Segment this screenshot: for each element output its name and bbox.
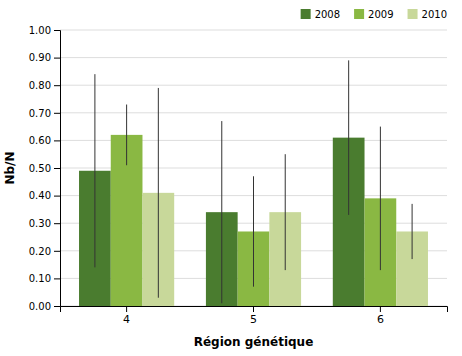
y-tick-label: 1.00: [29, 25, 51, 36]
y-tick-mark: [54, 85, 60, 86]
chart: 0.00 0.10 0.20 0.30 0.40 0.50 0.60 0.70 0.80 0.90…: [0, 0, 462, 356]
y-tick-mark: [54, 58, 60, 59]
y-tick-mark: [54, 113, 60, 114]
y-tick-mark: [54, 278, 60, 279]
y-axis: 0.00 0.10 0.20 0.30 0.40 0.50 0.60 0.70 0.80 0.90…: [29, 25, 61, 312]
y-tick: 0.30: [29, 218, 60, 229]
y-tick: 0.20: [29, 246, 60, 257]
legend-item: 2009: [354, 9, 393, 20]
grid-line: [60, 30, 447, 31]
y-axis-title: Nb/N: [3, 151, 17, 184]
y-tick-label: 0.80: [29, 80, 51, 91]
error-bar: [253, 176, 254, 286]
y-tick: 1.00: [29, 25, 60, 36]
grid-line: [60, 85, 447, 86]
error-bar: [221, 121, 222, 303]
y-tick-mark: [54, 251, 60, 252]
y-tick-mark: [54, 168, 60, 169]
error-bar: [158, 88, 159, 298]
grid-line: [60, 57, 447, 58]
y-tick-label: 0.50: [29, 163, 51, 174]
x-tick-mark: [380, 306, 381, 312]
x-tick-label: 4: [123, 313, 130, 326]
legend-swatch: [408, 9, 418, 19]
legend-swatch: [354, 9, 364, 19]
plot: 0.00 0.10 0.20 0.30 0.40 0.50 0.60 0.70 0.80 0.90…: [29, 25, 448, 326]
series: [111, 105, 396, 306]
marks: [79, 60, 428, 306]
legend-item: 2008: [301, 9, 340, 20]
y-tick-mark: [54, 306, 60, 307]
legend-label: 2008: [315, 9, 340, 20]
error-bar: [94, 74, 95, 267]
y-tick-label: 0.00: [29, 301, 51, 312]
x-tick-label: 6: [377, 313, 384, 326]
error-bar: [348, 60, 349, 215]
error-bar: [285, 154, 286, 270]
y-tick-mark: [54, 140, 60, 141]
y-tick-mark: [54, 30, 60, 31]
y-tick: 0.90: [29, 52, 60, 63]
legend: 2008 2009 2010: [301, 9, 447, 20]
error-bar: [380, 127, 381, 271]
y-axis-line: [54, 31, 61, 307]
y-tick: 0.70: [29, 108, 60, 119]
error-bar: [126, 105, 127, 166]
x-axis: 4 5 6: [61, 306, 448, 326]
series: [142, 88, 427, 306]
y-tick: 0.80: [29, 80, 60, 91]
x-tick: 4: [123, 306, 130, 326]
y-tick-label: 0.90: [29, 52, 51, 63]
legend-item: 2010: [408, 9, 447, 20]
y-tick-mark: [54, 223, 60, 224]
grid-line: [60, 112, 447, 113]
x-axis-title: Région génétique: [194, 335, 314, 349]
y-tick-label: 0.10: [29, 273, 51, 284]
y-tick-label: 0.20: [29, 246, 51, 257]
x-tick-mark: [253, 306, 254, 312]
y-tick-label: 0.70: [29, 108, 51, 119]
x-tick-label: 5: [250, 313, 257, 326]
legend-label: 2010: [422, 9, 447, 20]
y-tick-label: 0.30: [29, 218, 51, 229]
y-tick: 0.00: [29, 301, 60, 312]
y-tick: 0.40: [29, 190, 60, 201]
series: [79, 60, 364, 306]
y-tick-label: 0.60: [29, 135, 51, 146]
error-bar: [412, 204, 413, 259]
y-tick-mark: [54, 196, 60, 197]
x-tick: 6: [377, 306, 384, 326]
legend-label: 2009: [368, 9, 393, 20]
legend-swatch: [301, 9, 311, 19]
y-tick: 0.50: [29, 163, 60, 174]
y-tick: 0.10: [29, 273, 60, 284]
y-tick-label: 0.40: [29, 190, 51, 201]
x-tick: 5: [250, 306, 257, 326]
x-axis-line: [61, 307, 448, 313]
grid: [60, 30, 447, 306]
x-tick-mark: [126, 306, 127, 312]
y-tick: 0.60: [29, 135, 60, 146]
